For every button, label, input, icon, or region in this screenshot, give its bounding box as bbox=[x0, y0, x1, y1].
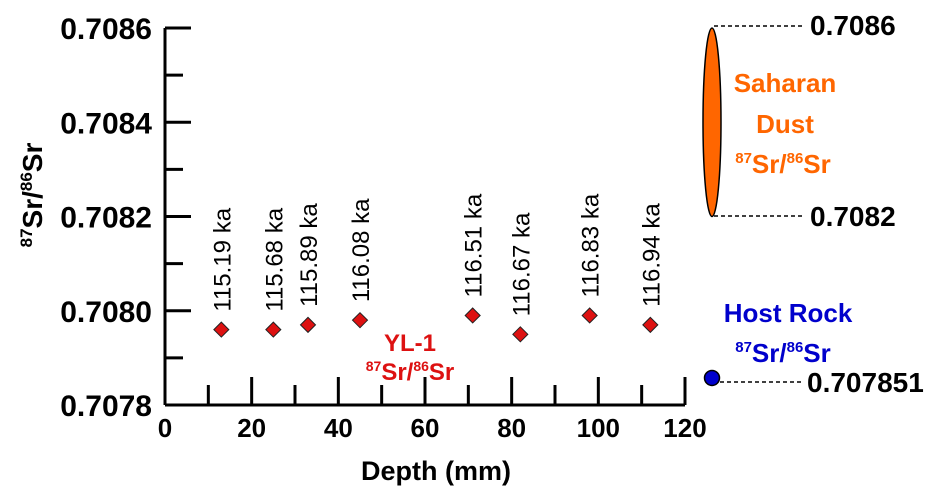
x-tick-label: 80 bbox=[497, 413, 526, 443]
data-point bbox=[464, 307, 481, 324]
data-point bbox=[512, 326, 529, 343]
y-axis-ticks: 0.7078 0.7080 0.7082 0.7084 0.7086 bbox=[60, 13, 191, 423]
data-point bbox=[213, 321, 230, 338]
data-point-label: 116.94 ka bbox=[638, 203, 665, 307]
y-tick-label: 0.7086 bbox=[60, 13, 152, 46]
data-point bbox=[351, 311, 369, 329]
yl1-series-ratio-label: 87Sr/86Sr bbox=[366, 358, 455, 386]
x-tick-label: 100 bbox=[577, 413, 620, 443]
x-tick-label: 120 bbox=[663, 413, 706, 443]
y-tick-label: 0.7082 bbox=[60, 202, 152, 235]
host-rock-label: Host Rock bbox=[724, 298, 853, 328]
data-point bbox=[265, 321, 282, 338]
data-point-label: 116.83 ka bbox=[578, 193, 605, 297]
saharan-dust-range bbox=[702, 27, 722, 218]
y-tick-label: 0.7080 bbox=[60, 296, 152, 329]
data-point bbox=[642, 316, 659, 334]
x-tick-label: 40 bbox=[324, 413, 353, 443]
data-point bbox=[581, 307, 598, 324]
x-tick-label: 20 bbox=[237, 413, 266, 443]
dust-min-value: 0.7082 bbox=[810, 201, 896, 232]
yl1-series-label: YL-1 bbox=[384, 330, 436, 357]
data-point bbox=[299, 316, 317, 334]
data-point-label: 115.89 ka bbox=[296, 203, 323, 307]
data-point-label: 116.51 ka bbox=[461, 193, 488, 297]
x-axis-title: Depth (mm) bbox=[361, 456, 511, 486]
host-rock-ratio-label: 87Sr/86Sr bbox=[735, 338, 831, 368]
x-tick-label: 60 bbox=[411, 413, 440, 443]
y-tick-label: 0.7084 bbox=[60, 107, 152, 140]
dust-max-value: 0.7086 bbox=[810, 10, 896, 41]
yl1-series bbox=[213, 307, 659, 343]
age-labels: 115.19 ka 115.68 ka 115.89 ka 116.08 ka 116.… bbox=[209, 193, 665, 316]
x-axis-ticks: 0 20 40 60 80 100 120 bbox=[158, 377, 707, 443]
data-point-label: 115.19 ka bbox=[209, 207, 236, 311]
y-axis-title: 87Sr/86Sr bbox=[17, 143, 48, 248]
data-point-label: 116.67 ka bbox=[508, 212, 535, 316]
dust-ratio-label: 87Sr/86Sr bbox=[735, 149, 831, 179]
host-rock-value: 0.707851 bbox=[807, 367, 924, 398]
data-point-label: 115.68 ka bbox=[261, 207, 288, 311]
dust-label-line1: Saharan bbox=[734, 68, 837, 98]
dust-label-line2: Dust bbox=[756, 109, 814, 139]
x-tick-label: 0 bbox=[158, 413, 172, 443]
y-tick-label: 0.7078 bbox=[60, 390, 152, 423]
data-point-label: 116.08 ka bbox=[348, 198, 375, 302]
host-rock-point bbox=[703, 369, 721, 387]
